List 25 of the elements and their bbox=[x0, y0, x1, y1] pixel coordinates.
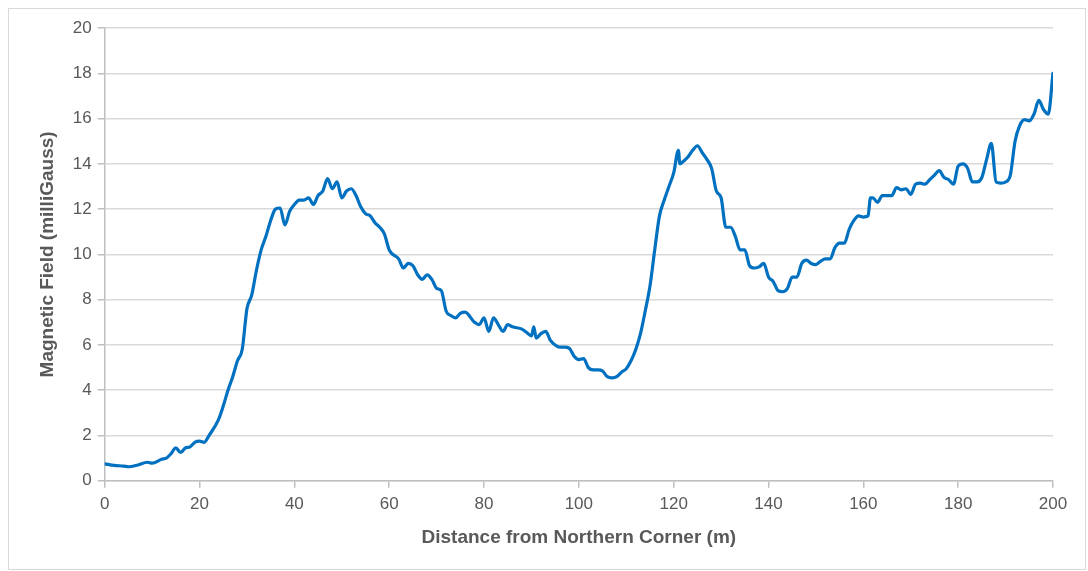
x-tick-label: 200 bbox=[1038, 493, 1068, 513]
x-tick-label: 60 bbox=[379, 493, 399, 513]
x-tick-label: 20 bbox=[190, 493, 209, 513]
y-tick-label: 6 bbox=[82, 334, 92, 354]
y-tick-label: 8 bbox=[82, 289, 92, 309]
y-tick-label: 14 bbox=[72, 153, 92, 173]
y-tick-label: 4 bbox=[82, 379, 92, 399]
x-axis-title: Distance from Northern Corner (m) bbox=[421, 525, 737, 547]
y-tick-label: 0 bbox=[82, 470, 92, 490]
y-axis-title: Magnetic Field (milliGauss) bbox=[35, 131, 57, 378]
x-tick-label: 160 bbox=[849, 493, 878, 513]
x-tick-label: 80 bbox=[474, 493, 494, 513]
x-tick-label: 140 bbox=[754, 493, 783, 513]
y-tick-label: 12 bbox=[72, 198, 92, 218]
x-tick-label: 120 bbox=[659, 493, 688, 513]
x-tick-label: 40 bbox=[284, 493, 304, 513]
y-tick-label: 18 bbox=[72, 62, 92, 82]
line-series bbox=[104, 71, 1053, 469]
x-tick-label: 0 bbox=[99, 493, 110, 513]
y-tick-label: 16 bbox=[72, 108, 92, 128]
y-tick-label: 20 bbox=[72, 17, 92, 37]
x-tick-label: 100 bbox=[564, 493, 594, 513]
y-tick-label: 10 bbox=[72, 244, 92, 264]
y-tick-label: 2 bbox=[82, 425, 92, 445]
x-tick-label: 180 bbox=[943, 493, 973, 513]
